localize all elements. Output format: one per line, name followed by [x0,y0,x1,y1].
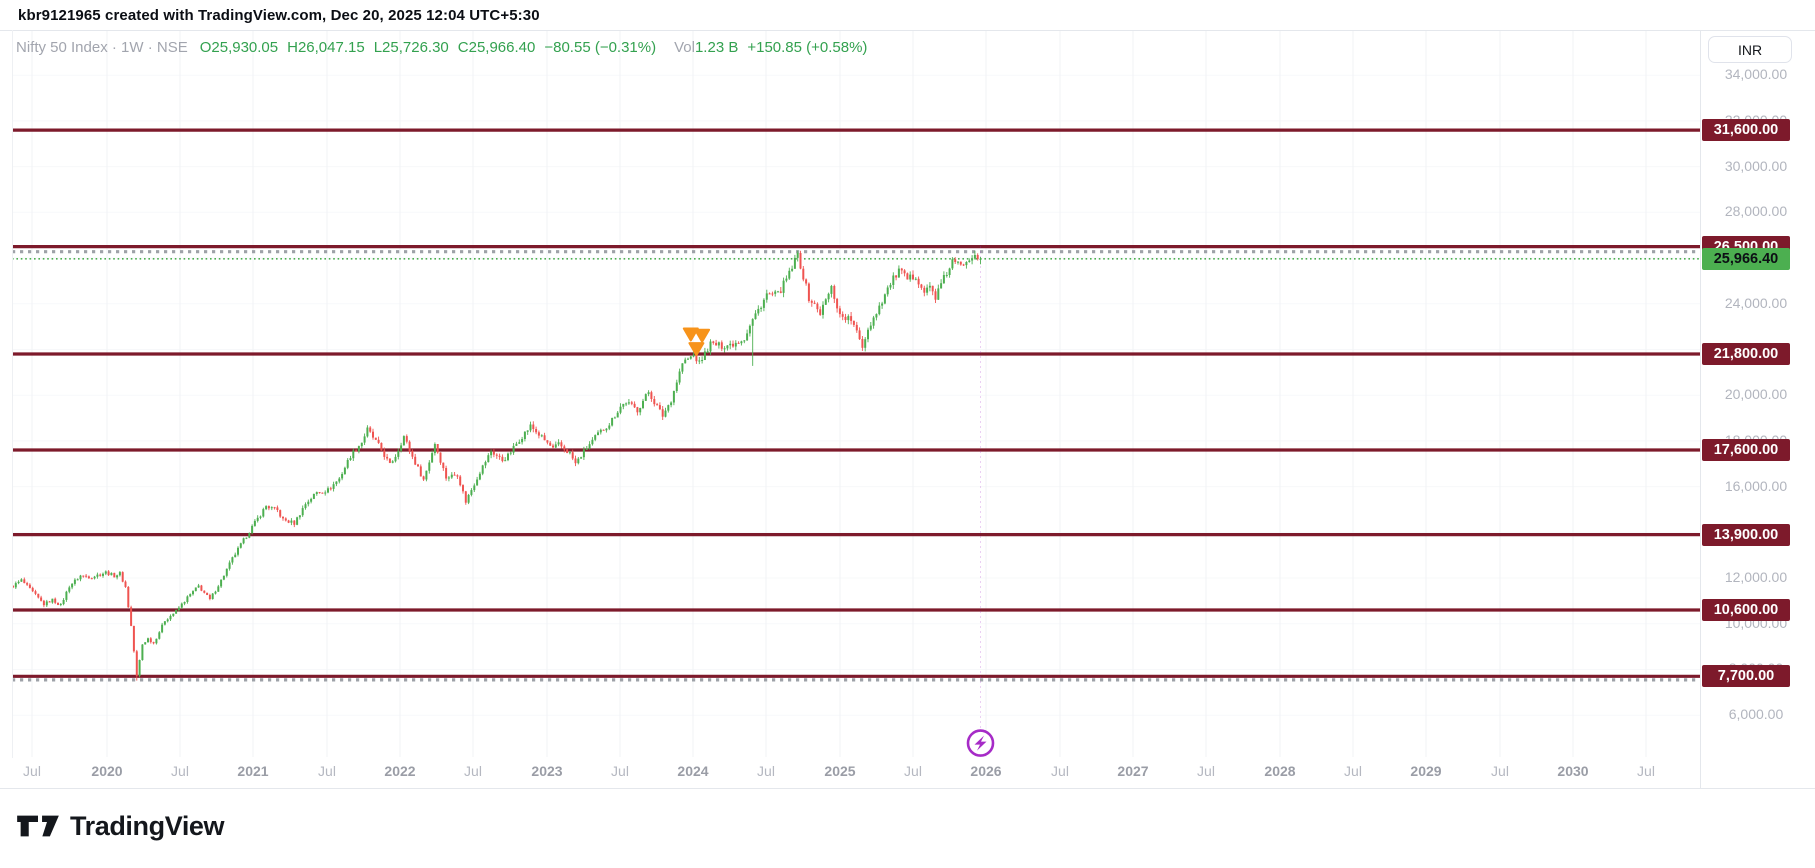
level-price-label[interactable]: 21,800.00 [1702,343,1790,366]
time-tick-label: 2027 [1117,763,1149,779]
level-price-label[interactable]: 7,700.00 [1702,665,1790,688]
time-tick-label: Jul [611,763,629,779]
tradingview-logo-link[interactable]: TradingView [16,806,225,846]
time-tick-label: Jul [318,763,336,779]
time-tick-label: 2022 [384,763,416,779]
tradingview-logo-text: TradingView [70,810,225,841]
time-tick-label: Jul [757,763,775,779]
time-tick-label: Jul [1051,763,1069,779]
sell-marker-icon [688,342,705,357]
price-tick-label: 34,000.00 [1724,66,1788,83]
price-tick-label: 24,000.00 [1724,294,1788,311]
level-price-label[interactable]: 31,600.00 [1702,119,1790,142]
time-tick-label: Jul [464,763,482,779]
legend-vol-value: 1.23 B [694,39,739,56]
legend-ohlc-item: L25,726.30 [373,39,449,56]
level-price-label[interactable]: 10,600.00 [1702,599,1790,622]
level-price-label[interactable]: 17,600.00 [1702,439,1790,462]
plot-left-border [12,30,13,758]
time-tick-label: Jul [23,763,41,779]
currency-button[interactable]: INR [1708,36,1792,63]
current-price-label: 25,966.40 [1702,247,1790,270]
symbol-title: Nifty 50 Index · 1W · NSE [16,39,188,56]
price-tick-label: 16,000.00 [1724,477,1788,494]
candlestick-chart-area[interactable] [0,30,1700,788]
attribution-text: kbr9121965 created with TradingView.com,… [18,7,540,24]
legend-ohlc-item: C25,966.40 [457,39,536,56]
price-tick-label: 30,000.00 [1724,157,1788,174]
price-tick-label: 20,000.00 [1724,386,1788,403]
time-tick-label: 2026 [970,763,1002,779]
level-price-label[interactable]: 13,900.00 [1702,523,1790,546]
price-tick-label: 12,000.00 [1724,569,1788,586]
symbol-legend: Nifty 50 Index · 1W · NSE O25,930.05 H26,0… [16,39,867,56]
currency-label: INR [1737,41,1763,58]
time-tick-label: 2029 [1410,763,1442,779]
time-tick-label: Jul [1491,763,1509,779]
time-tick-label: 2028 [1264,763,1296,779]
price-axis-divider [1700,30,1701,788]
time-tick-label: 2020 [91,763,123,779]
legend-ohlc-item: H26,047.15 [287,39,365,56]
tradingview-logo-icon [17,815,59,837]
price-tick-label: 28,000.00 [1724,203,1788,220]
price-tick-label: 6,000.00 [1728,706,1784,723]
time-tick-label: 2021 [237,763,269,779]
time-tick-label: Jul [171,763,189,779]
time-tick-label: 2024 [677,763,709,779]
legend-ohlc-item: O25,930.05 [199,39,279,56]
legend-extra-change: +150.85 (+0.58%) [747,39,868,56]
legend-ohlc-values: O25,930.05 H26,047.15 L25,726.30 C25,966.40 [200,39,545,56]
time-tick-label: 2025 [824,763,856,779]
time-tick-label: 2023 [531,763,563,779]
time-axis-divider [0,788,1815,789]
sell-marker-icon [682,327,699,342]
legend-vol-label: Vol [674,39,695,56]
time-tick-label: Jul [1344,763,1362,779]
publish-marker-icon [966,729,995,757]
sell-marker-icon [694,328,711,343]
time-tick-label: Jul [1637,763,1655,779]
legend-change: −80.55 (−0.31%) [544,39,657,56]
header-divider [0,30,1815,31]
time-tick-label: Jul [1197,763,1215,779]
time-tick-label: 2030 [1557,763,1589,779]
time-tick-label: Jul [904,763,922,779]
